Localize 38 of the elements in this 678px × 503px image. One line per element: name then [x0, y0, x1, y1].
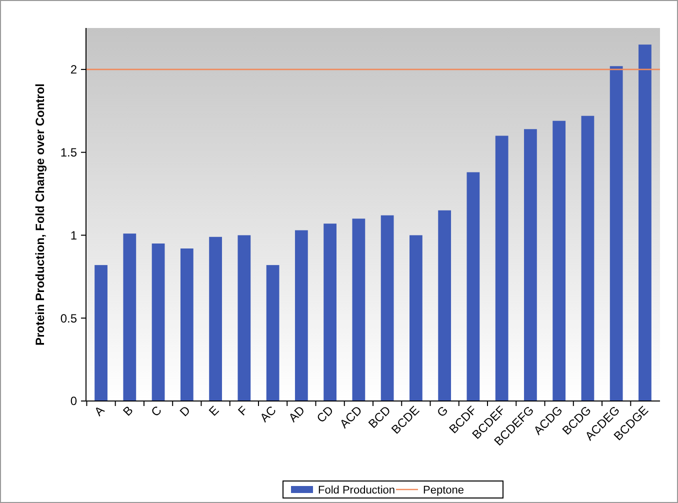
bar: [324, 224, 336, 401]
bar: [495, 136, 508, 401]
x-tick-label: E: [206, 403, 222, 419]
bar: [123, 234, 136, 401]
x-tick-label: G: [434, 403, 451, 420]
x-tick-label: A: [92, 403, 108, 419]
x-tick-label: CD: [314, 402, 336, 426]
bar: [152, 244, 165, 401]
y-tick-label: 1: [70, 228, 78, 242]
y-tick-label: 0: [70, 394, 78, 408]
y-tick-label: 2: [70, 62, 78, 77]
bar: [266, 265, 280, 401]
bar: [294, 230, 308, 401]
x-tick-label: D: [177, 402, 194, 420]
bar: [410, 235, 422, 401]
y-axis-title: Protein Production, Fold Change over Control: [33, 83, 47, 346]
bar: [352, 218, 366, 401]
y-tick-label: 0.5: [60, 311, 78, 326]
bar: [180, 248, 194, 401]
bar: [238, 235, 251, 401]
bar: [438, 210, 452, 401]
bar: [638, 44, 652, 401]
bar: [209, 236, 222, 401]
x-tick-label: B: [120, 403, 136, 419]
bar: [581, 116, 594, 401]
bar: [610, 66, 623, 401]
x-tick-label: C: [148, 402, 165, 420]
bar: [552, 120, 566, 401]
legend-label: Fold Production: [318, 484, 396, 496]
legend-label: Peptone: [423, 484, 464, 496]
bar: [466, 172, 480, 401]
x-tick-label: F: [235, 403, 250, 418]
bar: [94, 265, 108, 401]
x-tick-label: AD: [286, 402, 308, 425]
x-tick-label: AC: [257, 402, 280, 425]
bar: [524, 129, 537, 401]
y-tick-label: 1.5: [60, 146, 78, 160]
bar: [380, 215, 394, 401]
